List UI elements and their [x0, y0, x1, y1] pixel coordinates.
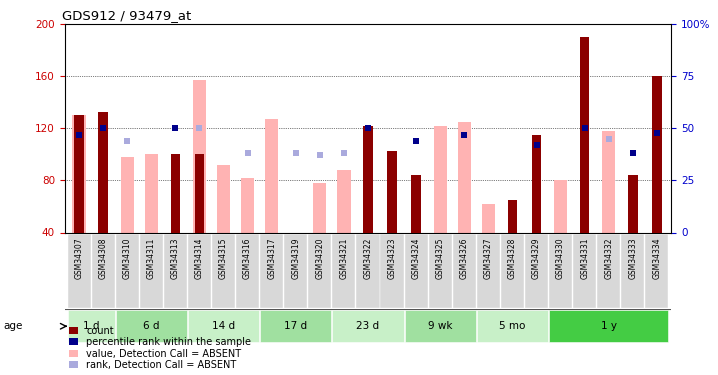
Bar	[411, 175, 421, 232]
FancyBboxPatch shape	[116, 310, 187, 342]
Legend: count, percentile rank within the sample, value, Detection Call = ABSENT, rank, : count, percentile rank within the sample…	[70, 326, 251, 370]
FancyBboxPatch shape	[92, 234, 115, 308]
FancyBboxPatch shape	[477, 234, 500, 308]
FancyBboxPatch shape	[621, 234, 644, 308]
Text: GSM34322: GSM34322	[363, 237, 373, 279]
FancyBboxPatch shape	[116, 234, 139, 308]
Bar	[217, 165, 230, 232]
Bar	[628, 175, 638, 232]
Bar	[508, 200, 517, 232]
FancyBboxPatch shape	[477, 310, 548, 342]
Bar	[144, 154, 158, 232]
Text: GSM34329: GSM34329	[532, 237, 541, 279]
Text: GSM34328: GSM34328	[508, 237, 517, 279]
Text: GSM34330: GSM34330	[556, 237, 565, 279]
FancyBboxPatch shape	[597, 234, 620, 308]
Text: GSM34326: GSM34326	[460, 237, 469, 279]
FancyBboxPatch shape	[332, 310, 404, 342]
Text: GSM34332: GSM34332	[605, 237, 613, 279]
FancyBboxPatch shape	[67, 234, 90, 308]
Text: GSM34331: GSM34331	[580, 237, 589, 279]
Text: 5 mo: 5 mo	[499, 321, 526, 331]
Text: age: age	[4, 321, 23, 331]
FancyBboxPatch shape	[645, 234, 668, 308]
Bar	[241, 178, 254, 232]
FancyBboxPatch shape	[260, 234, 283, 308]
FancyBboxPatch shape	[573, 234, 596, 308]
Text: GSM34320: GSM34320	[315, 237, 325, 279]
Text: GSM34314: GSM34314	[195, 237, 204, 279]
Text: GSM34313: GSM34313	[171, 237, 180, 279]
Bar	[171, 154, 180, 232]
Text: GSM34308: GSM34308	[98, 237, 108, 279]
Bar	[554, 180, 567, 232]
FancyBboxPatch shape	[308, 234, 332, 308]
Text: GSM34319: GSM34319	[292, 237, 300, 279]
Bar	[73, 116, 85, 232]
Text: GSM34317: GSM34317	[267, 237, 276, 279]
Bar	[313, 183, 327, 232]
Bar	[74, 116, 84, 232]
Text: 1 y: 1 y	[601, 321, 617, 331]
FancyBboxPatch shape	[140, 234, 163, 308]
Text: GDS912 / 93479_at: GDS912 / 93479_at	[62, 9, 191, 22]
Text: 14 d: 14 d	[212, 321, 235, 331]
Bar	[652, 76, 662, 232]
FancyBboxPatch shape	[381, 234, 404, 308]
FancyBboxPatch shape	[404, 234, 428, 308]
Bar	[337, 170, 350, 232]
Bar	[532, 135, 541, 232]
Text: GSM34321: GSM34321	[340, 237, 348, 279]
Text: GSM34311: GSM34311	[146, 237, 156, 279]
Bar	[602, 131, 615, 232]
Text: 17 d: 17 d	[284, 321, 307, 331]
Text: GSM34310: GSM34310	[123, 237, 131, 279]
FancyBboxPatch shape	[284, 234, 307, 308]
Bar	[98, 111, 108, 232]
Bar	[195, 154, 204, 232]
Bar	[457, 122, 471, 232]
FancyBboxPatch shape	[212, 234, 235, 308]
Bar	[265, 119, 279, 232]
Text: 6 d: 6 d	[143, 321, 159, 331]
Bar	[363, 126, 373, 232]
FancyBboxPatch shape	[501, 234, 524, 308]
Bar	[193, 80, 206, 232]
FancyBboxPatch shape	[429, 234, 452, 308]
FancyBboxPatch shape	[236, 234, 259, 308]
FancyBboxPatch shape	[260, 310, 332, 342]
Text: GSM34324: GSM34324	[411, 237, 421, 279]
FancyBboxPatch shape	[549, 234, 572, 308]
FancyBboxPatch shape	[188, 234, 211, 308]
Text: GSM34327: GSM34327	[484, 237, 493, 279]
FancyBboxPatch shape	[525, 234, 548, 308]
FancyBboxPatch shape	[67, 310, 115, 342]
Text: GSM34325: GSM34325	[436, 237, 444, 279]
FancyBboxPatch shape	[332, 234, 355, 308]
FancyBboxPatch shape	[404, 310, 476, 342]
Text: 9 wk: 9 wk	[428, 321, 452, 331]
Bar	[482, 204, 495, 232]
FancyBboxPatch shape	[356, 234, 380, 308]
Bar	[121, 157, 134, 232]
Text: GSM34334: GSM34334	[653, 237, 661, 279]
FancyBboxPatch shape	[549, 310, 668, 342]
Bar	[580, 38, 589, 232]
FancyBboxPatch shape	[453, 234, 476, 308]
FancyBboxPatch shape	[188, 310, 259, 342]
Text: GSM34333: GSM34333	[628, 237, 638, 279]
Text: GSM34307: GSM34307	[75, 237, 83, 279]
Text: GSM34323: GSM34323	[388, 237, 396, 279]
Text: GSM34316: GSM34316	[243, 237, 252, 279]
Bar	[434, 126, 447, 232]
Text: 23 d: 23 d	[356, 321, 380, 331]
Bar	[387, 150, 397, 232]
Text: 1 d: 1 d	[83, 321, 99, 331]
Text: GSM34315: GSM34315	[219, 237, 228, 279]
FancyBboxPatch shape	[164, 234, 187, 308]
